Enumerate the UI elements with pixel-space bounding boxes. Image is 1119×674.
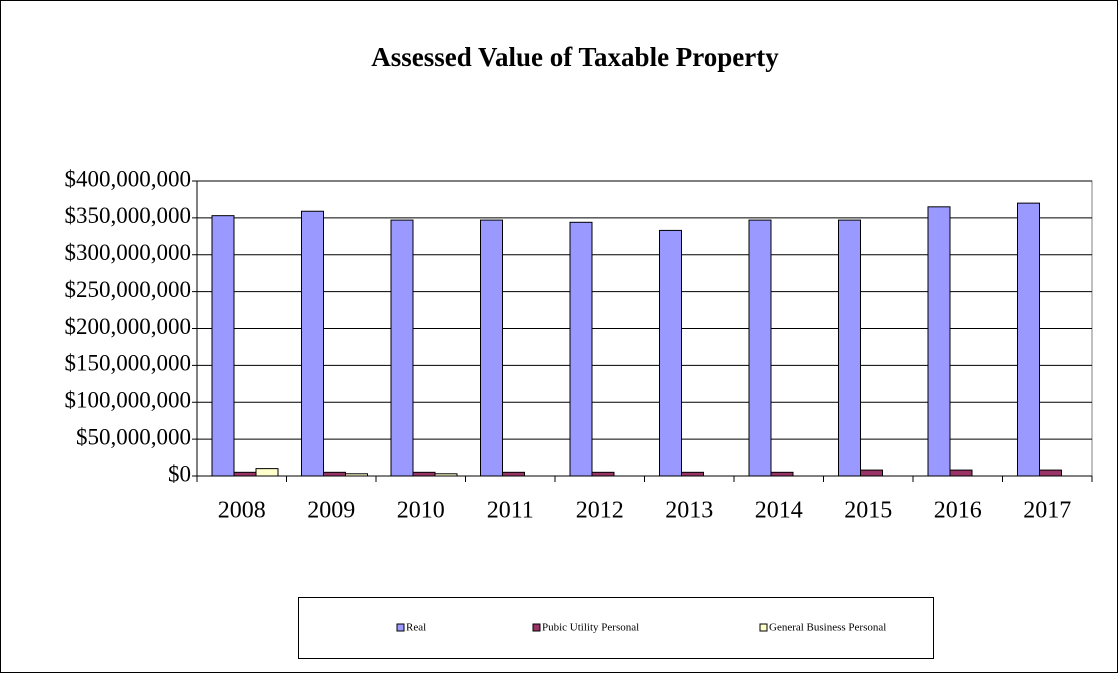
y-tick-label: $350,000,000 [65, 203, 192, 228]
x-tick-label: 2017 [1023, 498, 1071, 524]
y-tick-label: $150,000,000 [65, 351, 192, 376]
bar [659, 229, 682, 477]
bar [770, 471, 794, 477]
legend-swatch [532, 623, 541, 632]
bar [323, 471, 346, 477]
y-tick-label: $400,000,000 [65, 166, 192, 191]
bar [591, 471, 615, 477]
y-tick-label: $200,000,000 [65, 314, 192, 339]
bar [838, 219, 861, 477]
x-tick-label: 2009 [307, 498, 355, 524]
legend-label: Real [406, 622, 426, 634]
y-tick-label: $50,000,000 [76, 424, 191, 449]
x-tick-label: 2010 [397, 498, 445, 524]
x-tick-label: 2014 [755, 498, 803, 524]
y-tick-label: $250,000,000 [65, 277, 192, 302]
x-tick-label: 2015 [844, 498, 892, 524]
x-tick-label: 2011 [487, 498, 534, 524]
bar [949, 469, 973, 477]
legend-swatch [759, 623, 768, 632]
bar [748, 219, 772, 477]
legend-swatch [396, 623, 405, 632]
bar [502, 471, 525, 477]
bar [569, 221, 593, 477]
legend-label: General Business Personal [769, 622, 886, 634]
bar [211, 215, 235, 477]
bar [1017, 202, 1040, 477]
x-tick-label: 2008 [218, 498, 266, 524]
x-tick-label: 2013 [665, 498, 713, 524]
bar [927, 206, 951, 477]
bar [860, 469, 883, 477]
bar [301, 210, 324, 477]
y-tick-label: $0 [168, 461, 191, 486]
bar [390, 219, 414, 477]
bar [255, 468, 279, 477]
y-tick-label: $300,000,000 [65, 240, 192, 265]
y-tick-label: $100,000,000 [65, 388, 192, 413]
legend-label: Pubic Utility Personal [542, 622, 639, 634]
chart-title: Assessed Value of Taxable Property [371, 42, 779, 72]
x-tick-label: 2012 [576, 498, 624, 524]
bar [412, 471, 436, 477]
bar [1039, 469, 1062, 477]
bar [233, 471, 257, 477]
bar [480, 219, 503, 477]
x-tick-label: 2016 [934, 498, 982, 524]
bar [681, 471, 704, 477]
